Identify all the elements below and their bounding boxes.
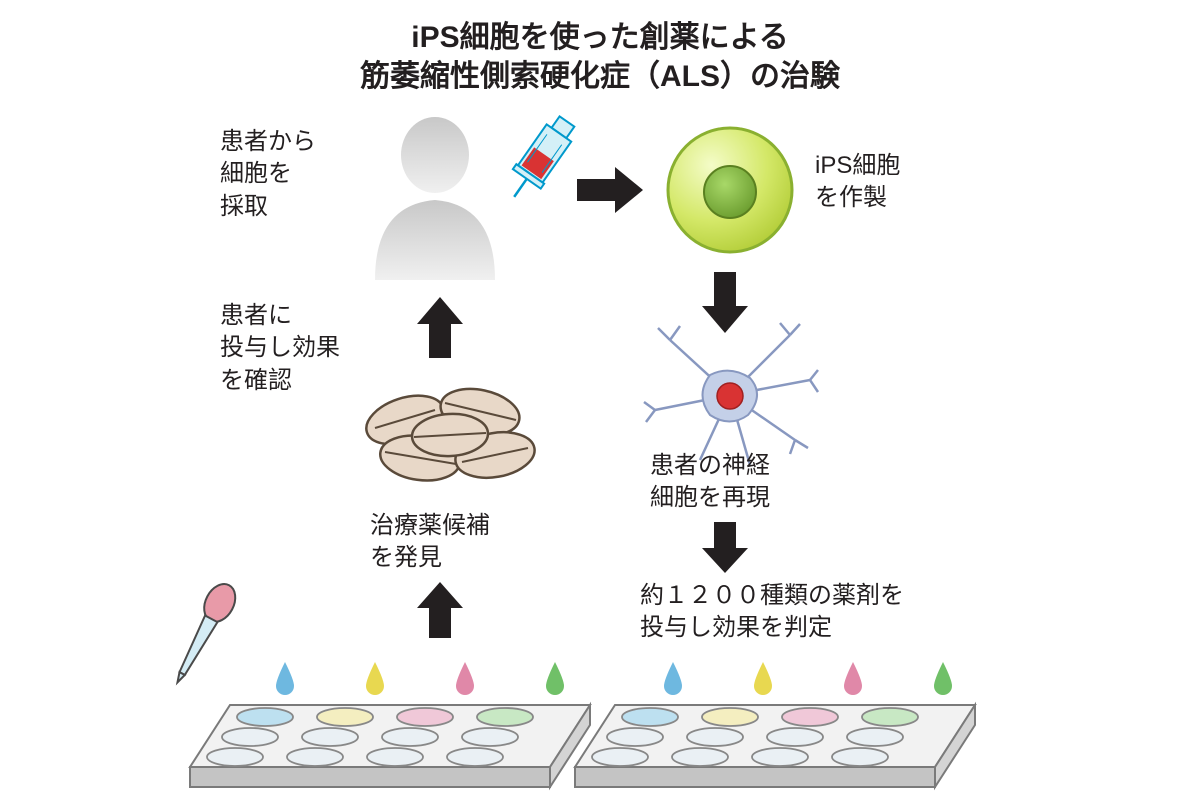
- title-line2: 筋萎縮性側索硬化症（ALS）の治験: [360, 60, 840, 93]
- label-step6: 患者に 投与し効果 を確認: [220, 300, 340, 397]
- neuron-icon: [640, 320, 820, 470]
- pills-icon: [350, 370, 550, 500]
- arrow-up-2: [415, 580, 465, 640]
- ips-cell-icon: [660, 120, 800, 260]
- title-line1: iPS細胞を使った創薬による: [411, 21, 788, 54]
- well-plate-icon: [170, 695, 1050, 805]
- syringe-icon: [495, 105, 585, 215]
- drop-1: [272, 660, 298, 696]
- label-step4: 約１２００種類の薬剤を 投与し効果を判定: [640, 580, 904, 645]
- drop-2: [362, 660, 388, 696]
- label-step3: 患者の神経 細胞を再現: [650, 450, 770, 515]
- dropper-icon: [145, 580, 255, 700]
- drop-8: [930, 660, 956, 696]
- drop-7: [840, 660, 866, 696]
- drop-5: [660, 660, 686, 696]
- label-step5: 治療薬候補 を発見: [370, 510, 490, 575]
- drop-6: [750, 660, 776, 696]
- arrow-down-2: [700, 520, 750, 575]
- diagram-title: iPS細胞を使った創薬による 筋萎縮性側索硬化症（ALS）の治験: [0, 18, 1200, 96]
- drop-3: [452, 660, 478, 696]
- arrow-right-1: [575, 165, 645, 215]
- label-step2: iPS細胞 を作製: [815, 150, 900, 215]
- arrow-up-1: [415, 295, 465, 360]
- drop-4: [542, 660, 568, 696]
- label-step1: 患者から 細胞を 採取: [220, 126, 316, 223]
